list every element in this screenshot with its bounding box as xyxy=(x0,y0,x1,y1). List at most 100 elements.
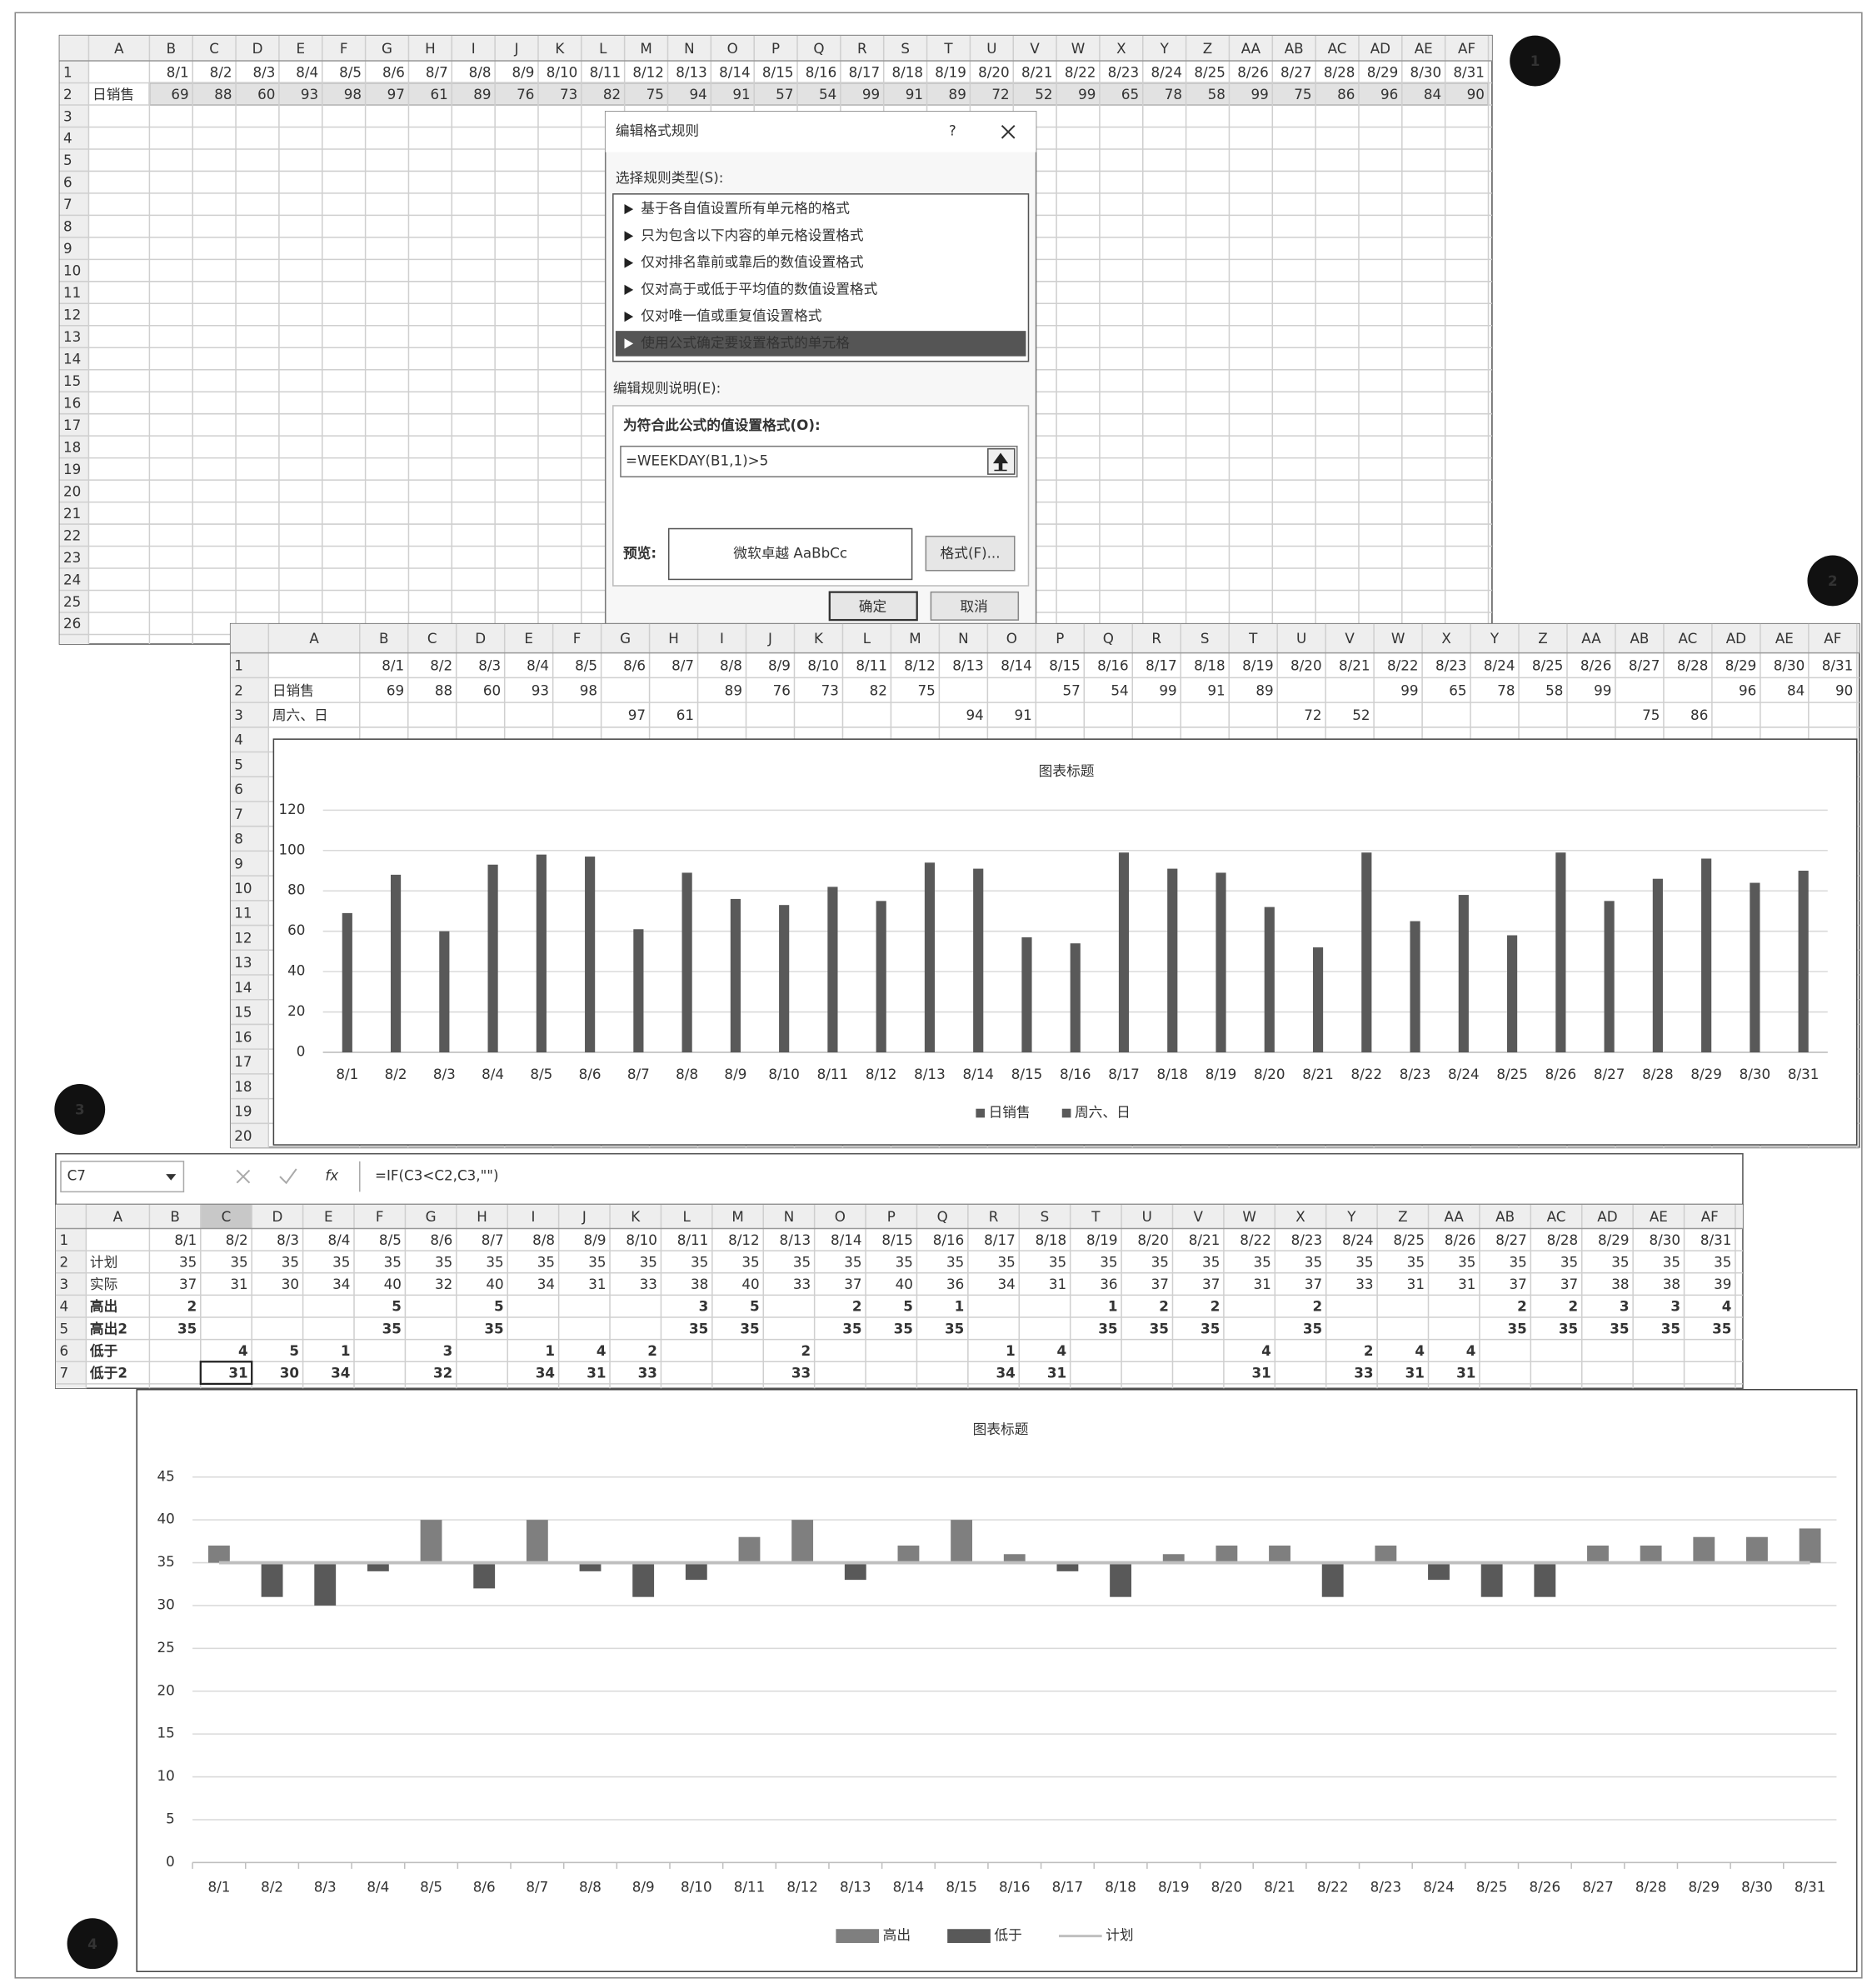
x-tick-label: 8/31 xyxy=(1795,1878,1826,1895)
cell: 8/27 xyxy=(1629,657,1660,674)
x-tick-label: 8/9 xyxy=(724,1066,746,1082)
bar xyxy=(1375,1546,1397,1563)
bar xyxy=(876,901,886,1052)
formula-input[interactable] xyxy=(620,445,1018,477)
column-letter: R xyxy=(857,40,867,57)
x-tick-label: 8/1 xyxy=(207,1878,230,1895)
cell: 8/12 xyxy=(904,657,936,674)
bar xyxy=(973,868,984,1052)
cancel-button[interactable] xyxy=(930,591,1020,621)
cell: 8/23 xyxy=(1435,657,1467,674)
rule-arrow xyxy=(624,284,634,295)
bar xyxy=(1746,1536,1768,1563)
cell: 32 xyxy=(433,1365,452,1381)
column-letter: AC xyxy=(1328,40,1347,57)
cell: 54 xyxy=(1111,682,1128,698)
cell: 31 xyxy=(1049,1276,1066,1292)
cell: 1 xyxy=(1006,1342,1016,1359)
cell: 39 xyxy=(1714,1276,1731,1292)
cell: 8/17 xyxy=(984,1231,1016,1248)
x-tick-label: 8/6 xyxy=(473,1878,496,1895)
bar xyxy=(1480,1562,1503,1597)
x-tick-label: 8/8 xyxy=(579,1878,602,1895)
step-badge xyxy=(54,1084,106,1135)
column-letter: F xyxy=(376,1208,384,1225)
column-letter: Q xyxy=(813,40,824,57)
cell: 2 xyxy=(1517,1298,1527,1315)
cell: 8/12 xyxy=(632,63,664,80)
cell: 2 xyxy=(187,1298,197,1315)
cell: 69 xyxy=(387,682,404,698)
x-tick-label: 8/6 xyxy=(579,1066,602,1082)
column-letter: U xyxy=(1296,630,1306,647)
cell: 35 xyxy=(282,1253,299,1270)
x-tick-label: 8/15 xyxy=(1011,1066,1043,1082)
row-number: 26 xyxy=(63,615,81,632)
column-letter: K xyxy=(555,40,565,57)
column-letter: C xyxy=(222,1208,232,1225)
selected-column-header xyxy=(200,1204,252,1229)
cell: 8/14 xyxy=(831,1231,862,1248)
cell: 57 xyxy=(776,86,793,102)
close-button[interactable] xyxy=(1001,124,1016,139)
cell: 31 xyxy=(1407,1276,1425,1292)
bar xyxy=(1269,1546,1290,1563)
cell: 35 xyxy=(486,1253,503,1270)
bar xyxy=(367,1562,389,1571)
bar xyxy=(1021,937,1032,1052)
y-tick-label: 35 xyxy=(157,1553,175,1570)
cell: 89 xyxy=(949,86,966,102)
cell: 35 xyxy=(1201,1320,1220,1336)
rule-type-item[interactable]: 使用公式确定要设置格式的单元格 xyxy=(641,334,850,351)
x-tick-label: 8/28 xyxy=(1635,1878,1667,1895)
cell: 35 xyxy=(1458,1253,1475,1270)
cell: 91 xyxy=(1207,682,1225,698)
row-header-bar xyxy=(230,623,269,1148)
cell: 8/4 xyxy=(328,1231,351,1248)
bar xyxy=(526,1520,548,1563)
cell: 35 xyxy=(896,1253,913,1270)
chart-title: 图表标题 xyxy=(973,1421,1029,1437)
cell: 8/5 xyxy=(379,1231,402,1248)
cell: 8/13 xyxy=(676,63,707,80)
row-number: 8 xyxy=(63,218,72,235)
x-tick-label: 8/14 xyxy=(893,1878,925,1895)
column-letter: AC xyxy=(1547,1208,1566,1225)
cell: 82 xyxy=(870,682,887,698)
cell: 8/25 xyxy=(1393,1231,1425,1248)
column-letter: L xyxy=(682,1208,691,1225)
format-button[interactable] xyxy=(925,535,1016,572)
cell: 1 xyxy=(341,1342,351,1359)
cell: 99 xyxy=(862,86,880,102)
row-number: 3 xyxy=(63,107,72,124)
column-header-bar xyxy=(59,35,1492,62)
bar xyxy=(420,1520,442,1563)
x-tick-label: 8/19 xyxy=(1158,1878,1190,1895)
name-box[interactable] xyxy=(60,1161,185,1193)
bar xyxy=(1428,1562,1450,1581)
column-letter: Z xyxy=(1203,40,1212,57)
cell: 8/14 xyxy=(1001,657,1032,674)
bar xyxy=(585,857,596,1052)
x-tick-label: 8/10 xyxy=(768,1066,800,1082)
cell: 8/18 xyxy=(891,63,923,80)
row-number: 13 xyxy=(234,954,252,971)
cell: 35 xyxy=(484,1320,503,1336)
cell: 8/8 xyxy=(532,1231,555,1248)
x-tick-label: 8/29 xyxy=(1689,1878,1720,1895)
y-tick-label: 25 xyxy=(157,1639,175,1656)
cell: 78 xyxy=(1165,86,1182,102)
rule-type-item[interactable]: 仅对唯一值或重复值设置格式 xyxy=(641,307,822,324)
column-letter: J xyxy=(514,40,519,57)
x-tick-label: 8/20 xyxy=(1211,1878,1243,1895)
rule-type-item[interactable]: 仅对高于或低于平均值的数值设置格式 xyxy=(641,280,877,297)
cell: 89 xyxy=(725,682,742,698)
rule-type-item[interactable]: 基于各自值设置所有单元格的格式 xyxy=(641,200,850,217)
ok-button[interactable] xyxy=(828,591,918,622)
rule-type-item[interactable]: 只为包含以下内容的单元格设置格式 xyxy=(641,227,864,243)
column-letter: E xyxy=(524,630,533,647)
cell: 35 xyxy=(537,1253,555,1270)
rule-type-item[interactable]: 仅对排名靠前或靠后的数值设置格式 xyxy=(641,253,864,270)
cell: 40 xyxy=(896,1276,913,1292)
bar xyxy=(1216,1546,1238,1563)
